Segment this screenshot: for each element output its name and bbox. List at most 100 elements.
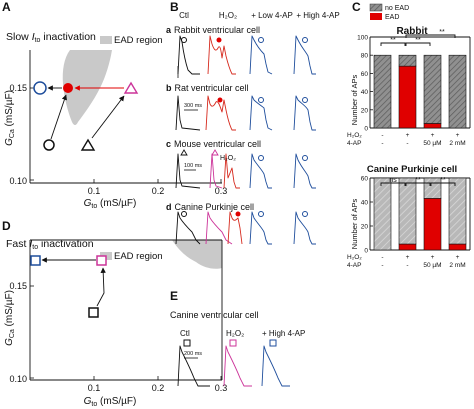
col-header: + High 4-AP — [296, 11, 339, 20]
cond-h2o2: + — [456, 132, 460, 139]
magenta-square-marker — [96, 255, 107, 266]
ead-legend-label: EAD region — [114, 251, 163, 262]
ead-region — [62, 50, 112, 125]
canine-bar-chart: Canine Purkinje cell Number of APs 0 20 40… — [347, 164, 471, 269]
sig-label: ** — [415, 37, 421, 44]
ap-trace — [293, 153, 316, 189]
bar-no-ead — [423, 54, 442, 124]
bar-no-ead — [398, 54, 417, 67]
ap-trace — [223, 153, 240, 189]
cond-h2o2: + — [431, 132, 435, 139]
panel-d-title: Fast Ito inactivation — [6, 238, 94, 251]
panel-e: E Canine ventricular cell Ctl H₂O₂ + Hig… — [170, 289, 305, 387]
panel-d: D Fast Ito inactivation EAD region 0.15 … — [2, 219, 227, 408]
cond-4ap: 2 mM — [449, 140, 465, 147]
ap-trace — [209, 153, 223, 189]
ap-trace — [293, 95, 316, 131]
cond-h2o2: + — [431, 254, 435, 261]
blue-circle-marker — [258, 37, 264, 43]
sig-label: ** — [390, 37, 396, 44]
col-header: + High 4-AP — [262, 329, 305, 338]
x-tick-label: 0.2 — [152, 186, 165, 196]
ap-trace — [205, 95, 236, 131]
blue-circle-marker — [33, 81, 47, 95]
ap-trace — [249, 35, 273, 75]
panel-letter-c: C — [352, 0, 361, 14]
legend-swatch-no-ead — [369, 3, 383, 12]
bar-ead — [398, 243, 417, 251]
black-circle-marker — [181, 37, 187, 43]
y-tick-label: 0 — [364, 126, 368, 133]
bar-no-ead — [373, 54, 392, 129]
blue-circle-marker — [302, 155, 308, 161]
bar-no-ead — [448, 177, 467, 245]
col-header: H₂O₂ — [226, 329, 244, 338]
col-header: Ctl — [180, 329, 190, 338]
chart-title: Canine Purkinje cell — [367, 164, 457, 175]
panel-a: A Slow Ito inactivation EAD region 0.15 … — [2, 0, 227, 210]
ap-trace — [207, 35, 236, 75]
red-dot-marker — [217, 97, 223, 103]
y-tick-label: 0.10 — [9, 176, 27, 186]
cond-4ap: - — [381, 140, 383, 147]
y-axis-label: Number of APs — [350, 199, 359, 250]
black-square-marker — [88, 307, 99, 318]
cond-h2o2: - — [381, 132, 383, 139]
blue-circle-marker — [258, 155, 264, 161]
panel-e-title: Canine ventricular cell — [170, 310, 259, 320]
bar-no-ead — [448, 54, 467, 129]
scale-bar-label: 200 ms — [184, 351, 202, 357]
black-circle-marker — [43, 139, 55, 151]
x-tick-label: 0.2 — [152, 383, 165, 393]
ap-trace — [175, 153, 201, 189]
ap-trace — [249, 153, 272, 189]
bar-ead — [448, 243, 467, 251]
blue-circle-marker — [258, 97, 264, 103]
panel-c: C no EAD EAD Rabbit Number of APs 0 20 40 6… — [347, 0, 471, 269]
ap-trace — [293, 35, 316, 75]
y-tick-label: 0.10 — [9, 374, 27, 384]
col-header: Ctl — [179, 11, 189, 20]
ap-trace — [175, 211, 201, 245]
ead-region — [172, 240, 222, 269]
x-tick-label: 0.1 — [88, 383, 101, 393]
cond-4ap: 50 µM — [423, 140, 441, 147]
y-tick-label: 80 — [361, 53, 369, 60]
y-tick-label: 60 — [361, 176, 369, 183]
black-circle-marker — [181, 211, 187, 217]
bar-no-ead — [373, 177, 392, 251]
x-tick-label: 0.3 — [215, 383, 228, 393]
cond-h2o2: + — [406, 254, 410, 261]
y-tick-label: 40 — [361, 89, 369, 96]
chart-title: Rabbit — [396, 26, 428, 37]
y-tick-label: 0.15 — [9, 281, 27, 291]
bar-no-ead — [423, 177, 442, 199]
y-axis-label: GCa (mS/µF) — [4, 290, 16, 346]
row-label: c Mouse ventricular cell — [166, 139, 261, 149]
ap-trace — [177, 35, 200, 75]
ap-trace — [249, 211, 272, 245]
y-axis-label: GCa (mS/µF) — [4, 90, 16, 146]
red-dot-marker — [235, 211, 241, 217]
cond-h2o2: + — [406, 132, 410, 139]
black-triangle-marker — [80, 138, 96, 151]
row-label: b Rat ventricular cell — [166, 83, 249, 93]
y-tick-label: 0.15 — [9, 83, 27, 93]
ead-legend-label: EAD region — [114, 35, 163, 46]
magenta-square-marker — [229, 339, 237, 347]
x-axis-label: Gto (mS/µF) — [84, 396, 137, 408]
scale-bar-label: 100 ms — [184, 163, 202, 169]
blue-circle-marker — [258, 211, 264, 217]
arrow — [91, 95, 125, 139]
cond-4ap: - — [381, 262, 383, 269]
sig-label: ns — [389, 177, 397, 184]
cond-4ap: 50 µM — [423, 262, 441, 269]
bar-ead — [398, 65, 417, 129]
row-label-h2o2: H₂O₂ — [347, 132, 362, 139]
row-label-4ap: 4-AP — [347, 262, 361, 269]
y-tick-label: 0 — [364, 248, 368, 255]
cond-4ap: - — [406, 140, 408, 147]
blue-circle-marker — [302, 211, 308, 217]
cond-h2o2: - — [381, 254, 383, 261]
